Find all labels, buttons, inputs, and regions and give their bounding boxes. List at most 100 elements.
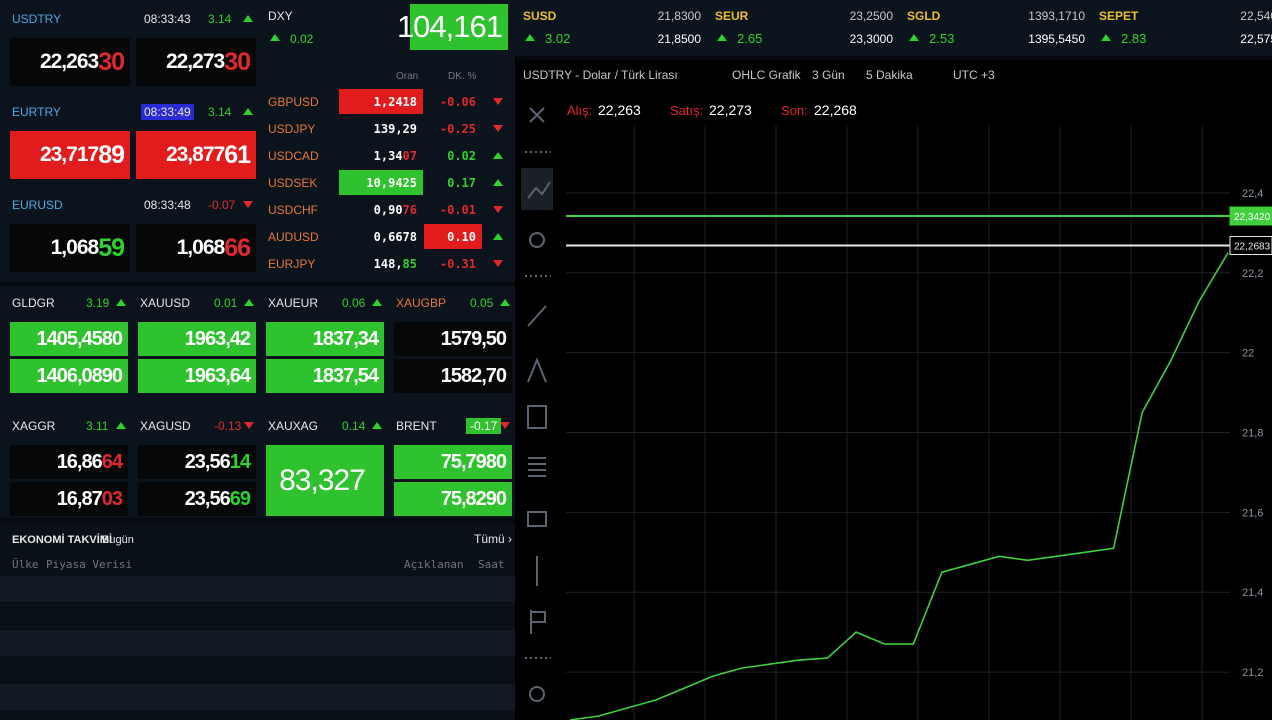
change: 3.11 (86, 419, 109, 433)
ask: 23,3000 (849, 32, 893, 46)
change: 0.02 (424, 143, 482, 168)
calendar-column: Açıklanan (404, 558, 464, 571)
bid-box[interactable]: 75,7980 (394, 445, 512, 479)
arrow-down (243, 201, 253, 208)
change: 0.06 (342, 296, 366, 310)
interval[interactable]: 5 Dakika (866, 68, 913, 82)
symbol[interactable]: EURJPY (268, 257, 316, 271)
price-main: 23,56 (184, 487, 231, 510)
symbol[interactable]: BRENT (396, 419, 437, 433)
chart-type[interactable]: OHLC Grafik (732, 68, 801, 82)
symbol[interactable]: USDJPY (268, 122, 316, 136)
symbol[interactable]: USDTRY (12, 12, 62, 26)
calendar-column: Ülke (12, 558, 39, 571)
symbol[interactable]: XAUUSD (140, 296, 191, 310)
bid: 21,8300 (657, 9, 701, 23)
ask-box[interactable]: 1,068 66 (136, 224, 256, 272)
ask-box[interactable]: 22,273 30 (136, 38, 256, 86)
symbol[interactable]: USDCHF (268, 203, 318, 217)
ask-box[interactable]: 1406,0890 (10, 359, 128, 393)
symbol[interactable]: GBPUSD (268, 95, 319, 109)
symbol[interactable]: SEUR (715, 9, 749, 23)
value-box[interactable]: 83,327 (266, 445, 384, 516)
ask-box[interactable]: 23,56 69 (138, 482, 256, 516)
symbol[interactable]: GLDGR (12, 296, 55, 310)
arrow-up (270, 34, 280, 41)
rate-main: 0,6678 (373, 229, 417, 244)
ask-box[interactable]: 1963,64 (138, 359, 256, 393)
ask-box[interactable]: 23,877 61 (136, 131, 256, 179)
timezone[interactable]: UTC +3 (953, 68, 995, 82)
bid-box[interactable]: 1405,4580 (10, 322, 128, 356)
price-pip: 14 (229, 450, 251, 473)
instrument[interactable]: USDTRY - Dolar / Türk Lirası (523, 68, 678, 82)
change: -0.31 (424, 251, 482, 276)
calendar-filter[interactable]: Bugün (102, 534, 134, 546)
symbol[interactable]: XAGGR (12, 419, 56, 433)
arrow-up (243, 15, 253, 22)
calendar-all[interactable]: Tümü › (474, 532, 513, 546)
bid-box[interactable]: 1963,42 (138, 322, 256, 356)
symbol[interactable]: SUSD (523, 9, 557, 23)
price-main: 1963,42 (184, 327, 251, 350)
rate: 139,29 (339, 116, 423, 141)
quote-label: Alış: (567, 103, 593, 118)
symbol[interactable]: XAGUSD (140, 419, 191, 433)
rate: 1,2418 (339, 89, 423, 114)
chart-background (515, 60, 1272, 720)
change-value: 0.10 (447, 229, 476, 244)
symbol[interactable]: XAUXAG (268, 419, 319, 433)
quote-value: 22,273 (709, 103, 752, 117)
range[interactable]: 3 Gün (812, 68, 845, 82)
rate-main: 148, (373, 256, 403, 271)
bid-box[interactable]: 23,717 89 (10, 131, 130, 179)
column-header: Oran (396, 71, 419, 82)
change: 0.10 (424, 224, 482, 249)
ask: 22,575 (1240, 32, 1272, 46)
symbol[interactable]: AUDUSD (268, 230, 319, 244)
bid-box[interactable]: 1579,50 (394, 322, 512, 356)
rate: 0,90 76 (339, 197, 423, 222)
price-main: 1837,54 (312, 364, 379, 387)
price-pip: 69 (229, 487, 251, 510)
ticker-area (515, 0, 1272, 56)
bid: 23,2500 (849, 9, 893, 23)
price-main: 1837,34 (312, 327, 379, 350)
symbol[interactable]: DXY (268, 9, 293, 23)
calendar-title: EKONOMİ TAKVİMİ (12, 534, 113, 546)
dxy-box: 104,161 (397, 4, 508, 50)
ask-box[interactable]: 75,8290 (394, 482, 512, 516)
bid-box[interactable]: 1837,34 (266, 322, 384, 356)
symbol[interactable]: XAUEUR (268, 296, 319, 310)
bid-box[interactable]: 16,86 64 (10, 445, 128, 479)
change: 0.01 (214, 296, 238, 310)
change-value: -0.01 (439, 202, 476, 217)
bid-box[interactable]: 22,263 30 (10, 38, 130, 86)
ask-box[interactable]: 1837,54 (266, 359, 384, 393)
arrow-up (116, 422, 126, 429)
column-header: DK. % (448, 71, 477, 82)
ask-box[interactable]: 1582,70 (394, 359, 512, 393)
bid-box[interactable]: 1,068 59 (10, 224, 130, 272)
price-main: 23,877 (165, 143, 225, 166)
change: 3.19 (86, 296, 110, 310)
arrow-up (717, 34, 727, 41)
change: 0.05 (470, 296, 494, 310)
change-value: 0.02 (447, 148, 476, 163)
arrow-up (243, 108, 253, 115)
symbol[interactable]: USDCAD (268, 149, 319, 163)
symbol[interactable]: EURTRY (12, 105, 61, 119)
symbol[interactable]: USDSEK (268, 176, 318, 190)
arrow-up (493, 152, 503, 159)
bid-box[interactable]: 23,56 14 (138, 445, 256, 479)
ask-box[interactable]: 16,87 03 (10, 482, 128, 516)
symbol[interactable]: XAUGBP (396, 296, 447, 310)
arrow-down (493, 260, 503, 267)
symbol[interactable]: SGLD (907, 9, 941, 23)
change: 3.02 (545, 31, 571, 46)
symbol[interactable]: EURUSD (12, 198, 63, 212)
change: 3.14 (208, 12, 232, 26)
price-main: 22,273 (165, 50, 225, 73)
symbol[interactable]: SEPET (1099, 9, 1139, 23)
price-line (569, 252, 1229, 720)
